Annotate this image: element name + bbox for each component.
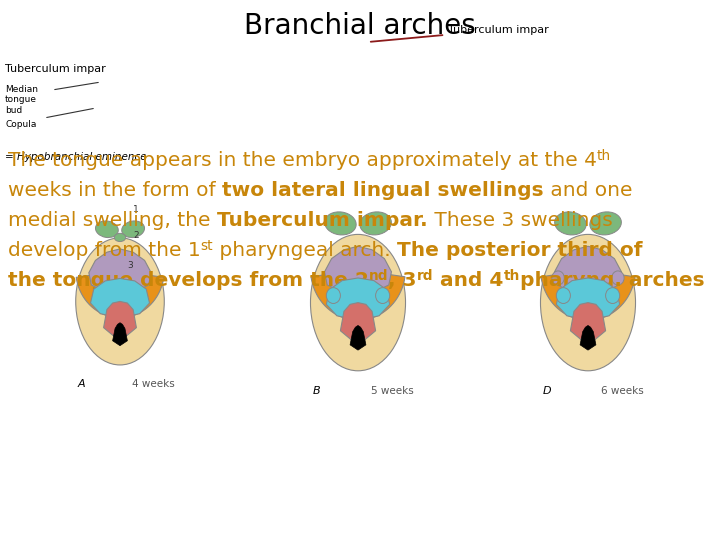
Text: 5 weeks: 5 weeks (372, 386, 414, 396)
Polygon shape (580, 326, 596, 350)
Polygon shape (554, 246, 621, 294)
Polygon shape (76, 274, 163, 318)
Ellipse shape (96, 221, 118, 238)
Text: 1: 1 (133, 206, 139, 214)
Ellipse shape (122, 221, 145, 238)
Polygon shape (89, 249, 151, 293)
Text: 6 weeks: 6 weeks (601, 386, 644, 396)
Text: A: A (77, 379, 85, 389)
Polygon shape (557, 278, 620, 320)
Ellipse shape (606, 288, 620, 303)
Text: medial swelling, the: medial swelling, the (8, 211, 217, 230)
Text: The tongue appears in the embryo approximately at the 4: The tongue appears in the embryo approxi… (8, 151, 597, 170)
Polygon shape (570, 302, 606, 342)
Ellipse shape (325, 212, 356, 235)
Text: = Hypobranchial eminence: = Hypobranchial eminence (5, 152, 147, 162)
Polygon shape (91, 279, 150, 318)
Text: Tuberculum impar.: Tuberculum impar. (217, 211, 428, 230)
Polygon shape (326, 278, 390, 320)
Text: nd: nd (369, 269, 388, 283)
Polygon shape (311, 274, 405, 320)
Ellipse shape (552, 271, 564, 285)
Ellipse shape (376, 288, 390, 303)
Polygon shape (112, 323, 127, 346)
Text: and one: and one (544, 181, 632, 200)
Text: , 3: , 3 (388, 271, 417, 290)
Text: st: st (201, 239, 213, 253)
Text: weeks in the form of: weeks in the form of (8, 181, 222, 200)
Ellipse shape (114, 233, 126, 241)
Ellipse shape (76, 238, 164, 365)
Polygon shape (341, 302, 376, 342)
Text: D: D (542, 386, 551, 396)
Text: pharyngeal arch.: pharyngeal arch. (213, 241, 397, 260)
Text: Median
tongue
bud: Median tongue bud (5, 85, 38, 115)
Text: th: th (597, 149, 611, 163)
Text: 4 weeks: 4 weeks (132, 379, 175, 389)
Text: pharyng. arches: pharyng. arches (520, 271, 705, 290)
Ellipse shape (360, 212, 392, 235)
Text: 4: 4 (125, 282, 131, 292)
Ellipse shape (310, 234, 405, 371)
Text: 2: 2 (133, 231, 139, 240)
Polygon shape (325, 246, 392, 294)
Text: Branchial arches: Branchial arches (244, 12, 476, 40)
Text: and 4: and 4 (433, 271, 504, 290)
Ellipse shape (541, 234, 636, 371)
Text: These 3 swellings: These 3 swellings (428, 211, 612, 230)
Text: B: B (312, 386, 320, 396)
Ellipse shape (326, 288, 341, 303)
Ellipse shape (554, 212, 586, 235)
Ellipse shape (590, 212, 621, 235)
Text: th: th (504, 269, 520, 283)
Text: develop from the 1: develop from the 1 (8, 241, 201, 260)
Text: two lateral lingual swellings: two lateral lingual swellings (222, 181, 544, 200)
Text: Tuberculum impar: Tuberculum impar (371, 25, 549, 42)
Text: 3: 3 (127, 260, 133, 269)
Polygon shape (541, 274, 635, 320)
Text: the tongue develops from the 2: the tongue develops from the 2 (8, 271, 369, 290)
Polygon shape (350, 326, 366, 350)
Text: The posterior third of: The posterior third of (397, 241, 643, 260)
Text: Copula: Copula (5, 120, 37, 129)
Text: Tuberculum impar: Tuberculum impar (5, 64, 106, 74)
Ellipse shape (557, 288, 570, 303)
Polygon shape (104, 301, 136, 338)
Ellipse shape (612, 271, 624, 285)
Text: rd: rd (417, 269, 433, 283)
